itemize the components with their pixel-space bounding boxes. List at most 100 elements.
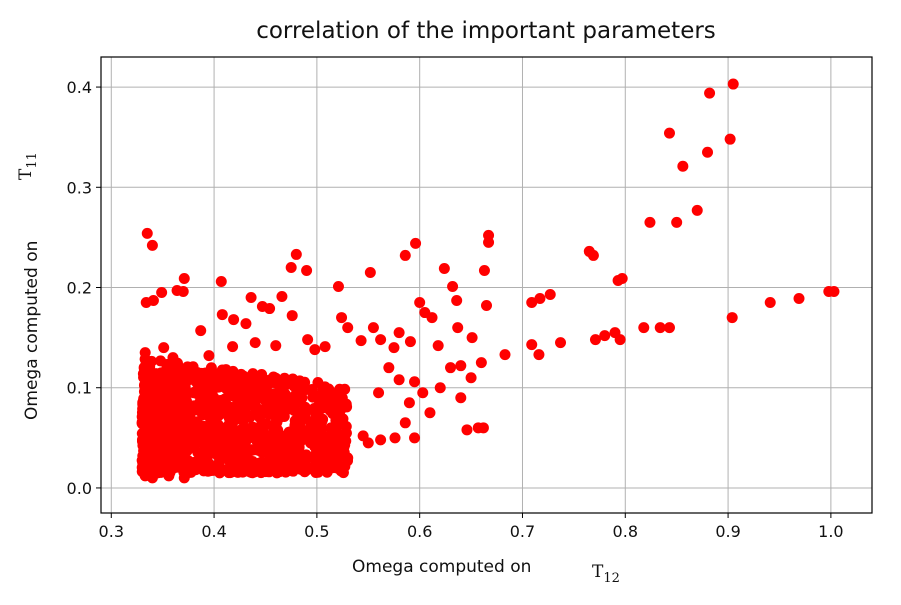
data-point — [153, 409, 165, 421]
data-point — [213, 464, 225, 476]
y-tick-label: 0.3 — [67, 178, 92, 197]
data-point — [169, 364, 181, 376]
x-axis-label: Omega computed on T12 — [352, 557, 620, 586]
x-tick-label: 0.7 — [510, 522, 535, 541]
data-point — [455, 360, 467, 372]
y-tick-label: 0.0 — [67, 479, 92, 498]
x-tick-label: 0.5 — [304, 522, 329, 541]
data-point — [136, 418, 148, 430]
data-point — [793, 293, 805, 305]
data-point — [828, 286, 840, 298]
data-point — [147, 390, 159, 402]
data-point — [195, 421, 207, 433]
data-point — [178, 272, 190, 284]
data-point — [533, 349, 545, 361]
data-point — [481, 300, 492, 312]
data-point — [342, 322, 354, 334]
data-point — [259, 461, 271, 473]
data-point — [332, 386, 344, 398]
data-point — [300, 405, 312, 417]
data-point — [262, 394, 274, 406]
data-point — [702, 146, 714, 158]
data-point — [195, 325, 207, 337]
data-point — [177, 286, 189, 298]
data-point — [161, 425, 173, 437]
data-point — [311, 409, 323, 421]
data-point — [209, 368, 221, 380]
data-point — [213, 456, 225, 468]
data-point — [228, 314, 240, 326]
data-point — [364, 266, 376, 278]
data-point — [156, 287, 168, 299]
data-point — [140, 409, 152, 421]
x-axis-label-subscript: 12 — [603, 571, 620, 586]
data-point — [177, 384, 189, 396]
data-point — [475, 357, 487, 369]
grid-lines — [101, 57, 872, 513]
data-point — [465, 372, 477, 384]
data-point — [227, 341, 239, 353]
data-point — [324, 457, 336, 469]
data-point — [163, 410, 175, 422]
x-axis-label-text: Omega computed on — [352, 557, 531, 577]
data-point — [287, 465, 299, 477]
data-point — [216, 405, 228, 417]
data-point — [644, 216, 656, 228]
data-point — [393, 327, 405, 339]
data-point — [410, 237, 422, 249]
y-axis-label: Omega computed on T11 — [16, 152, 42, 420]
data-point — [302, 334, 314, 346]
data-point — [240, 318, 252, 330]
data-point — [367, 322, 379, 334]
data-point — [253, 431, 265, 443]
y-axis-label-T: T — [16, 168, 36, 180]
data-point — [677, 160, 689, 172]
data-point — [270, 372, 282, 384]
data-point — [152, 467, 164, 479]
data-point — [724, 133, 736, 145]
data-point — [544, 289, 556, 301]
data-point — [247, 399, 259, 411]
data-point — [248, 388, 260, 400]
data-point — [274, 450, 286, 462]
data-point — [226, 381, 238, 393]
data-point — [155, 355, 167, 367]
data-point — [216, 309, 228, 321]
y-tick-label: 0.1 — [67, 379, 92, 398]
data-point — [183, 374, 195, 386]
data-point — [136, 462, 148, 474]
data-point — [170, 427, 182, 439]
data-point — [280, 458, 292, 470]
data-point — [222, 447, 234, 459]
data-point — [204, 410, 216, 422]
data-point — [671, 216, 683, 228]
data-point — [300, 384, 312, 396]
data-point — [393, 374, 405, 386]
data-point — [375, 434, 387, 446]
data-point — [198, 402, 210, 414]
data-point — [438, 262, 450, 274]
data-point — [202, 445, 214, 457]
data-point — [342, 452, 354, 464]
data-point — [451, 295, 463, 307]
data-point — [158, 342, 170, 354]
data-point — [373, 387, 385, 399]
data-point — [272, 460, 284, 472]
data-point — [337, 400, 349, 412]
data-point — [245, 292, 257, 304]
data-point — [375, 334, 387, 346]
data-point — [466, 332, 478, 344]
data-point — [447, 281, 459, 293]
data-point — [139, 347, 151, 359]
data-point — [355, 335, 367, 347]
data-point — [286, 310, 298, 322]
data-point — [237, 396, 249, 408]
y-axis: 0.0 0.1 0.2 0.3 0.4 — [67, 78, 101, 498]
y-axis-label-text: Omega computed on — [22, 241, 42, 420]
data-point — [229, 463, 241, 475]
data-point — [141, 227, 153, 239]
data-point — [726, 312, 738, 324]
y-tick-label: 0.4 — [67, 78, 92, 97]
data-point — [309, 344, 321, 356]
